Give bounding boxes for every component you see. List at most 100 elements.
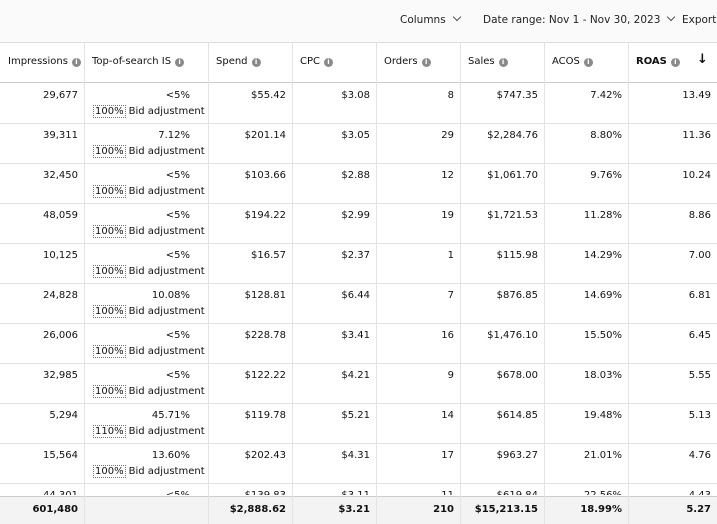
bid-percent[interactable]: 100% — [93, 345, 126, 358]
total-cell: 5.27 — [686, 504, 711, 515]
orders-cell: 11 — [376, 490, 454, 495]
bid-percent[interactable]: 100% — [93, 305, 126, 318]
table-row: 10,125 <5% 100% Bid adjustment $16.57 $2.37 1 $… — [0, 243, 717, 284]
info-icon[interactable]: i — [251, 58, 261, 67]
acos-cell: 22.56% — [544, 490, 622, 495]
spend-cell: $122.22 — [244, 370, 286, 381]
info-icon[interactable]: i — [670, 58, 680, 67]
bid-adjustment: 100% Bid adjustment — [93, 225, 205, 238]
top-of-search-cell: 45.71% — [151, 410, 190, 421]
cpc-cell: $2.88 — [341, 170, 370, 181]
acos-cell: 18.03% — [583, 370, 622, 381]
table-row: 26,006 <5% 100% Bid adjustment $228.78 $3.41 1… — [0, 323, 717, 364]
info-icon[interactable]: i — [583, 58, 593, 67]
impressions-cell: 15,564 — [43, 450, 78, 461]
header-label: CPC — [300, 56, 320, 67]
orders-cell: 16 — [441, 330, 454, 341]
header-label: ACOS — [552, 56, 580, 67]
column-header[interactable]: ROAS i — [636, 56, 680, 67]
bid-percent[interactable]: 100% — [93, 145, 126, 158]
total-cell: 210 — [433, 504, 454, 515]
total-cell: $2,888.62 — [229, 504, 286, 515]
header-label: Sales — [468, 56, 495, 67]
date-range-label: Date range: Nov 1 - Nov 30, 2023 — [483, 14, 661, 26]
bid-percent[interactable]: 110% — [93, 425, 126, 438]
cpc-cell: $2.99 — [341, 210, 370, 221]
bid-label: Bid adjustment — [128, 306, 205, 317]
column-header[interactable]: Orders i — [384, 56, 431, 67]
date-range-button[interactable]: Date range: Nov 1 - Nov 30, 2023 — [483, 12, 676, 26]
impressions-cell: 44,301 — [0, 490, 78, 495]
column-header[interactable]: ACOS i — [552, 56, 593, 67]
sales-cell: $747.35 — [496, 90, 538, 101]
sales-cell: $619.84 — [460, 490, 538, 495]
bid-percent[interactable]: 100% — [93, 225, 126, 238]
roas-cell: 6.45 — [688, 330, 711, 341]
column-header[interactable]: CPC i — [300, 56, 333, 67]
info-icon[interactable]: i — [175, 58, 185, 67]
impressions-cell: 32,450 — [43, 170, 78, 181]
bid-percent[interactable]: 100% — [93, 265, 126, 278]
cpc-cell: $3.41 — [341, 330, 370, 341]
orders-cell: 9 — [447, 370, 454, 381]
bid-percent[interactable]: 100% — [93, 105, 126, 118]
spend-cell: $228.78 — [244, 330, 286, 341]
bid-percent[interactable]: 100% — [93, 465, 126, 478]
info-icon[interactable]: i — [324, 58, 333, 67]
cpc-cell: $4.31 — [341, 450, 370, 461]
table-row: 32,450 <5% 100% Bid adjustment $103.66 $2.88 1… — [0, 163, 717, 204]
sort-arrow[interactable]: ↓ — [697, 52, 708, 67]
impressions-cell: 24,828 — [43, 290, 78, 301]
table-row: 32,985 <5% 100% Bid adjustment $122.22 $4.21 9… — [0, 363, 717, 404]
acos-cell: 15.50% — [583, 330, 622, 341]
roas-cell: 4.43 — [628, 490, 711, 495]
top-of-search-cell: <5% — [165, 250, 190, 261]
info-icon[interactable]: i — [421, 58, 431, 67]
table-row: 48,059 <5% 100% Bid adjustment $194.22 $2.99 1… — [0, 203, 717, 244]
column-header[interactable]: Top-of-search IS i — [92, 56, 185, 67]
spend-cell: $194.22 — [244, 210, 286, 221]
cpc-cell: $3.08 — [341, 90, 370, 101]
orders-cell: 17 — [441, 450, 454, 461]
orders-cell: 8 — [447, 90, 454, 101]
spend-cell: $16.57 — [251, 250, 286, 261]
orders-cell: 19 — [441, 210, 454, 221]
bid-label: Bid adjustment — [128, 386, 205, 397]
column-header[interactable]: Sales i — [468, 56, 508, 67]
spend-cell: $103.66 — [244, 170, 286, 181]
top-of-search-cell: <5% — [165, 90, 190, 101]
spend-cell: $202.43 — [244, 450, 286, 461]
cpc-cell: $2.37 — [341, 250, 370, 261]
bid-adjustment: 100% Bid adjustment — [93, 145, 205, 158]
sales-cell: $963.27 — [496, 450, 538, 461]
sales-cell: $1,061.70 — [487, 170, 538, 181]
bid-percent[interactable]: 100% — [93, 385, 126, 398]
spend-cell: $139.83 — [208, 490, 286, 495]
header-label: Orders — [384, 56, 418, 67]
bid-adjustment: 100% Bid adjustment — [93, 465, 205, 478]
header-label: Top-of-search IS — [92, 56, 172, 67]
bid-adjustment: 100% Bid adjustment — [93, 265, 205, 278]
orders-cell: 14 — [441, 410, 454, 421]
cpc-cell: $5.21 — [341, 410, 370, 421]
info-icon[interactable]: i — [498, 58, 508, 67]
columns-button[interactable]: Columns — [400, 12, 461, 26]
orders-cell: 7 — [447, 290, 454, 301]
impressions-cell: 32,985 — [43, 370, 78, 381]
roas-cell: 6.81 — [688, 290, 711, 301]
column-header[interactable]: Impressions i — [8, 56, 81, 67]
export-button[interactable]: Export — [682, 14, 717, 26]
top-of-search-cell: <5% — [165, 330, 190, 341]
info-icon[interactable]: i — [71, 58, 81, 67]
orders-cell: 1 — [447, 250, 454, 261]
table-row: 29,677 <5% 100% Bid adjustment $55.42 $3.08 8 $… — [0, 83, 717, 124]
top-of-search-cell: <5% — [165, 210, 190, 221]
impressions-cell: 10,125 — [43, 250, 78, 261]
bid-percent[interactable]: 100% — [93, 185, 126, 198]
orders-cell: 29 — [441, 130, 454, 141]
acos-cell: 14.29% — [583, 250, 622, 261]
impressions-cell: 5,294 — [49, 410, 78, 421]
acos-cell: 9.76% — [590, 170, 622, 181]
impressions-cell: 48,059 — [43, 210, 78, 221]
column-header[interactable]: Spend i — [216, 56, 261, 67]
